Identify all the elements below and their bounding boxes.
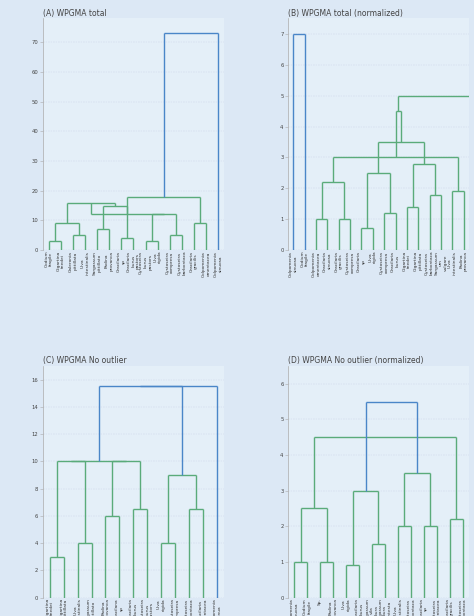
Text: (A) WPGMA total: (A) WPGMA total: [43, 9, 106, 18]
Text: (B) WPGMA total (normalized): (B) WPGMA total (normalized): [288, 9, 402, 18]
Text: (D) WPGMA No outlier (normalized): (D) WPGMA No outlier (normalized): [288, 356, 423, 365]
Text: (C) WPGMA No outlier: (C) WPGMA No outlier: [43, 356, 126, 365]
